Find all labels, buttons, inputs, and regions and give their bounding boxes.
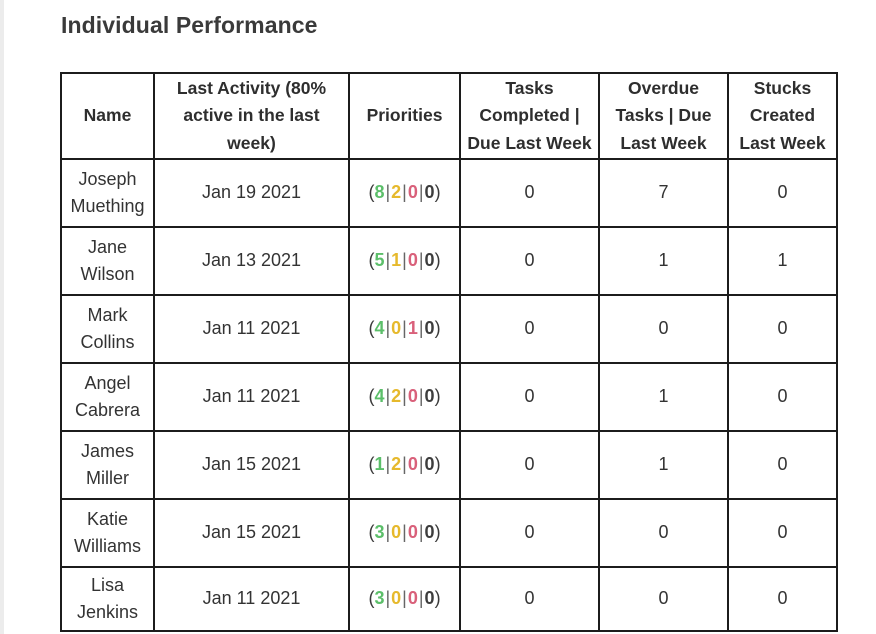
stucks-created-value: 0 bbox=[727, 158, 838, 228]
stucks-created-value: 0 bbox=[727, 566, 838, 632]
priorities-breakdown: (5|1|0|0) bbox=[368, 250, 441, 271]
priority-low-count: 0 bbox=[407, 182, 418, 203]
table-row: Lisa Jenkins Jan 11 2021 (3|0|0|0) 0 0 0 bbox=[60, 566, 838, 632]
priorities-cell: (4|2|0|0) bbox=[348, 362, 461, 432]
priorities-cell: (3|0|0|0) bbox=[348, 566, 461, 632]
stucks-created-value: 0 bbox=[727, 294, 838, 364]
priority-none-count: 0 bbox=[424, 454, 435, 475]
last-activity-date: Jan 15 2021 bbox=[153, 430, 350, 500]
priorities-cell: (5|1|0|0) bbox=[348, 226, 461, 296]
tasks-completed-value: 0 bbox=[459, 566, 600, 632]
table-header-row: Name Last Activity (80% active in the la… bbox=[60, 72, 838, 160]
priorities-breakdown: (4|2|0|0) bbox=[368, 386, 441, 407]
priority-medium-count: 0 bbox=[391, 318, 402, 339]
column-header-name: Name bbox=[60, 72, 155, 160]
table-row: Katie Williams Jan 15 2021 (3|0|0|0) 0 0 0 bbox=[60, 498, 838, 568]
priority-low-count: 1 bbox=[407, 318, 418, 339]
priority-none-count: 0 bbox=[424, 588, 435, 609]
tasks-completed-value: 0 bbox=[459, 498, 600, 568]
table-row: Mark Collins Jan 11 2021 (4|0|1|0) 0 0 0 bbox=[60, 294, 838, 364]
priority-medium-count: 2 bbox=[391, 386, 402, 407]
table-row: Angel Cabrera Jan 11 2021 (4|2|0|0) 0 1 0 bbox=[60, 362, 838, 432]
column-header-tasks-completed: Tasks Completed | Due Last Week bbox=[459, 72, 600, 160]
priorities-breakdown: (3|0|0|0) bbox=[368, 588, 441, 609]
priority-high-count: 1 bbox=[374, 454, 385, 475]
last-activity-date: Jan 13 2021 bbox=[153, 226, 350, 296]
member-name: Joseph Muething bbox=[60, 158, 155, 228]
priority-none-count: 0 bbox=[424, 250, 435, 271]
stucks-created-value: 0 bbox=[727, 362, 838, 432]
priorities-cell: (8|2|0|0) bbox=[348, 158, 461, 228]
priority-high-count: 8 bbox=[374, 182, 385, 203]
priority-medium-count: 0 bbox=[391, 588, 402, 609]
overdue-tasks-value: 7 bbox=[598, 158, 729, 228]
priority-high-count: 3 bbox=[374, 522, 385, 543]
priority-medium-count: 0 bbox=[391, 522, 402, 543]
tasks-completed-value: 0 bbox=[459, 226, 600, 296]
table-row: Jane Wilson Jan 13 2021 (5|1|0|0) 0 1 1 bbox=[60, 226, 838, 296]
overdue-tasks-value: 0 bbox=[598, 566, 729, 632]
priority-low-count: 0 bbox=[407, 454, 418, 475]
table-row: James Miller Jan 15 2021 (1|2|0|0) 0 1 0 bbox=[60, 430, 838, 500]
overdue-tasks-value: 1 bbox=[598, 430, 729, 500]
column-header-stucks-created: Stucks Created Last Week bbox=[727, 72, 838, 160]
overdue-tasks-value: 1 bbox=[598, 362, 729, 432]
tasks-completed-value: 0 bbox=[459, 362, 600, 432]
member-name: Lisa Jenkins bbox=[60, 566, 155, 632]
priority-medium-count: 1 bbox=[391, 250, 402, 271]
priority-none-count: 0 bbox=[424, 182, 435, 203]
priority-medium-count: 2 bbox=[391, 454, 402, 475]
priority-low-count: 0 bbox=[407, 250, 418, 271]
overdue-tasks-value: 0 bbox=[598, 498, 729, 568]
priorities-breakdown: (4|0|1|0) bbox=[368, 318, 441, 339]
column-header-overdue-tasks: Overdue Tasks | Due Last Week bbox=[598, 72, 729, 160]
last-activity-date: Jan 11 2021 bbox=[153, 362, 350, 432]
priority-none-count: 0 bbox=[424, 318, 435, 339]
priority-low-count: 0 bbox=[407, 386, 418, 407]
priorities-cell: (1|2|0|0) bbox=[348, 430, 461, 500]
last-activity-date: Jan 15 2021 bbox=[153, 498, 350, 568]
tasks-completed-value: 0 bbox=[459, 158, 600, 228]
page-title: Individual Performance bbox=[61, 12, 318, 38]
last-activity-date: Jan 11 2021 bbox=[153, 294, 350, 364]
member-name: Jane Wilson bbox=[60, 226, 155, 296]
member-name: Mark Collins bbox=[60, 294, 155, 364]
individual-performance-table: Name Last Activity (80% active in the la… bbox=[60, 72, 838, 632]
priority-low-count: 0 bbox=[407, 522, 418, 543]
tasks-completed-value: 0 bbox=[459, 430, 600, 500]
priority-none-count: 0 bbox=[424, 522, 435, 543]
priorities-breakdown: (3|0|0|0) bbox=[368, 522, 441, 543]
stucks-created-value: 0 bbox=[727, 430, 838, 500]
stucks-created-value: 0 bbox=[727, 498, 838, 568]
priorities-cell: (3|0|0|0) bbox=[348, 498, 461, 568]
column-header-last-activity: Last Activity (80% active in the last we… bbox=[153, 72, 350, 160]
priorities-cell: (4|0|1|0) bbox=[348, 294, 461, 364]
priority-low-count: 0 bbox=[407, 588, 418, 609]
priorities-breakdown: (8|2|0|0) bbox=[368, 182, 441, 203]
column-header-priorities: Priorities bbox=[348, 72, 461, 160]
overdue-tasks-value: 0 bbox=[598, 294, 729, 364]
last-activity-date: Jan 11 2021 bbox=[153, 566, 350, 632]
priority-high-count: 3 bbox=[374, 588, 385, 609]
table-row: Joseph Muething Jan 19 2021 (8|2|0|0) 0 7 0 bbox=[60, 158, 838, 228]
left-edge-strip bbox=[0, 0, 4, 634]
member-name: James Miller bbox=[60, 430, 155, 500]
priority-none-count: 0 bbox=[424, 386, 435, 407]
priority-high-count: 4 bbox=[374, 386, 385, 407]
priority-high-count: 4 bbox=[374, 318, 385, 339]
tasks-completed-value: 0 bbox=[459, 294, 600, 364]
member-name: Angel Cabrera bbox=[60, 362, 155, 432]
overdue-tasks-value: 1 bbox=[598, 226, 729, 296]
priority-medium-count: 2 bbox=[391, 182, 402, 203]
priorities-breakdown: (1|2|0|0) bbox=[368, 454, 441, 475]
priority-high-count: 5 bbox=[374, 250, 385, 271]
stucks-created-value: 1 bbox=[727, 226, 838, 296]
last-activity-date: Jan 19 2021 bbox=[153, 158, 350, 228]
member-name: Katie Williams bbox=[60, 498, 155, 568]
